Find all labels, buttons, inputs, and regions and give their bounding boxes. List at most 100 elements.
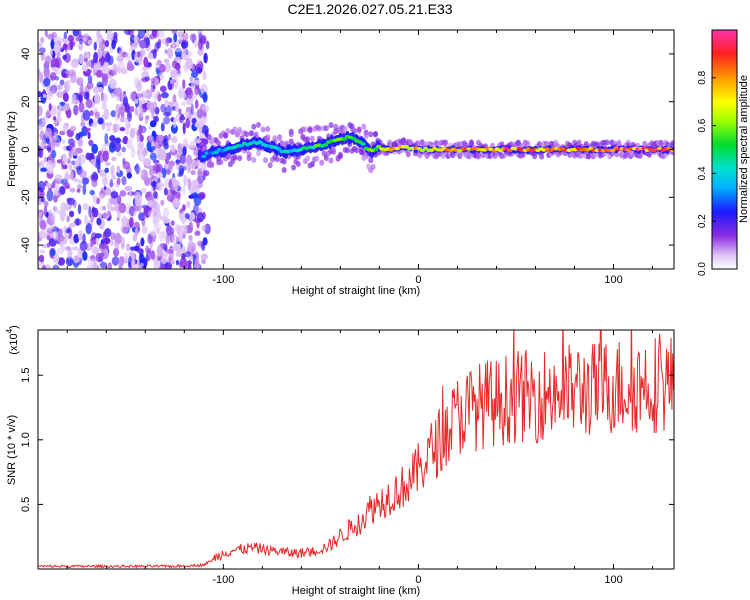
noise-blob — [187, 241, 192, 250]
noise-blob — [119, 127, 126, 132]
noise-blob — [93, 60, 98, 73]
noise-blob — [129, 44, 134, 52]
noise-blob — [40, 167, 48, 172]
noise-blob — [124, 252, 128, 262]
noise-blob — [196, 212, 205, 223]
noise-blob — [102, 205, 106, 211]
ridge-halo — [204, 170, 210, 177]
noise-blob — [187, 50, 193, 58]
noise-blob — [159, 148, 167, 161]
noise-blob — [53, 252, 60, 264]
noise-blob — [150, 250, 156, 260]
ridge-halo — [646, 151, 652, 158]
noise-blob — [153, 116, 159, 123]
noise-blob — [70, 170, 74, 181]
spectrogram-marks — [38, 30, 674, 269]
noise-blob — [53, 131, 58, 142]
ridge-halo — [197, 170, 203, 177]
noise-blob — [124, 52, 132, 61]
noise-blob — [185, 58, 193, 70]
noise-blob — [97, 150, 102, 157]
noise-blob — [78, 43, 84, 51]
noise-blob — [79, 38, 84, 45]
ridge-halo — [586, 153, 591, 160]
noise-blob — [194, 122, 201, 128]
ridge-core — [276, 147, 282, 151]
noise-blob — [97, 86, 104, 92]
noise-blob — [131, 258, 135, 268]
noise-blob — [43, 205, 48, 217]
noise-blob — [175, 259, 180, 266]
noise-blob — [75, 218, 80, 226]
noise-blob — [44, 30, 48, 37]
noise-blob — [170, 258, 175, 265]
noise-blob — [117, 234, 122, 244]
noise-blob — [84, 57, 89, 63]
noise-blob — [141, 225, 148, 234]
noise-blob — [44, 55, 52, 66]
noise-blob — [182, 204, 186, 212]
noise-blob — [98, 243, 105, 249]
noise-blob — [52, 230, 59, 241]
noise-blob — [92, 207, 99, 218]
noise-blob — [101, 174, 110, 185]
noise-blob — [107, 32, 115, 38]
noise-blob — [170, 144, 176, 153]
noise-blob — [118, 202, 127, 214]
ridge-core — [372, 147, 379, 152]
noise-blob — [98, 43, 106, 50]
noise-blob — [181, 253, 186, 260]
noise-blob — [75, 133, 81, 141]
noise-blob — [162, 230, 167, 239]
noise-blob — [76, 188, 81, 193]
noise-blob — [189, 33, 197, 42]
noise-blob — [46, 109, 50, 118]
noise-blob — [78, 53, 84, 65]
noise-blob — [137, 30, 145, 39]
noise-blob — [136, 51, 141, 58]
noise-blob — [153, 214, 158, 224]
noise-blob — [62, 164, 68, 170]
noise-blob — [72, 177, 78, 182]
ridge-halo — [363, 133, 369, 140]
noise-blob — [112, 123, 118, 133]
noise-blob — [42, 93, 47, 99]
noise-blob — [56, 91, 64, 98]
noise-blob — [63, 31, 68, 39]
noise-blob — [175, 159, 181, 164]
noise-blob — [166, 249, 174, 254]
noise-blob — [163, 58, 170, 64]
noise-blob — [159, 85, 167, 93]
ridge-halo — [265, 126, 271, 132]
noise-blob — [80, 83, 84, 93]
noise-blob — [69, 39, 74, 51]
noise-blob — [202, 105, 209, 113]
noise-blob — [82, 251, 88, 261]
noise-blob — [153, 224, 161, 231]
noise-blob — [162, 207, 170, 218]
noise-blob — [67, 248, 73, 260]
noise-blob — [134, 107, 138, 116]
noise-blob — [145, 245, 149, 254]
noise-blob — [47, 225, 55, 231]
noise-blob — [136, 80, 143, 93]
ridge-halo — [539, 153, 545, 160]
noise-blob — [99, 261, 108, 269]
noise-blob — [160, 199, 165, 206]
noise-blob — [191, 180, 198, 191]
noise-blob — [111, 175, 117, 180]
ridge-halo — [330, 146, 336, 153]
ridge-halo — [248, 130, 254, 137]
noise-blob — [39, 230, 47, 239]
ridge-halo — [604, 139, 610, 146]
noise-blob — [81, 177, 90, 185]
noise-blob — [134, 98, 139, 104]
noise-blob — [54, 209, 62, 214]
noise-blob — [99, 193, 105, 200]
noise-blob — [82, 109, 91, 121]
noise-blob — [111, 256, 120, 266]
ridge-halo — [466, 153, 472, 160]
noise-blob — [111, 156, 117, 162]
noise-blob — [168, 133, 172, 141]
